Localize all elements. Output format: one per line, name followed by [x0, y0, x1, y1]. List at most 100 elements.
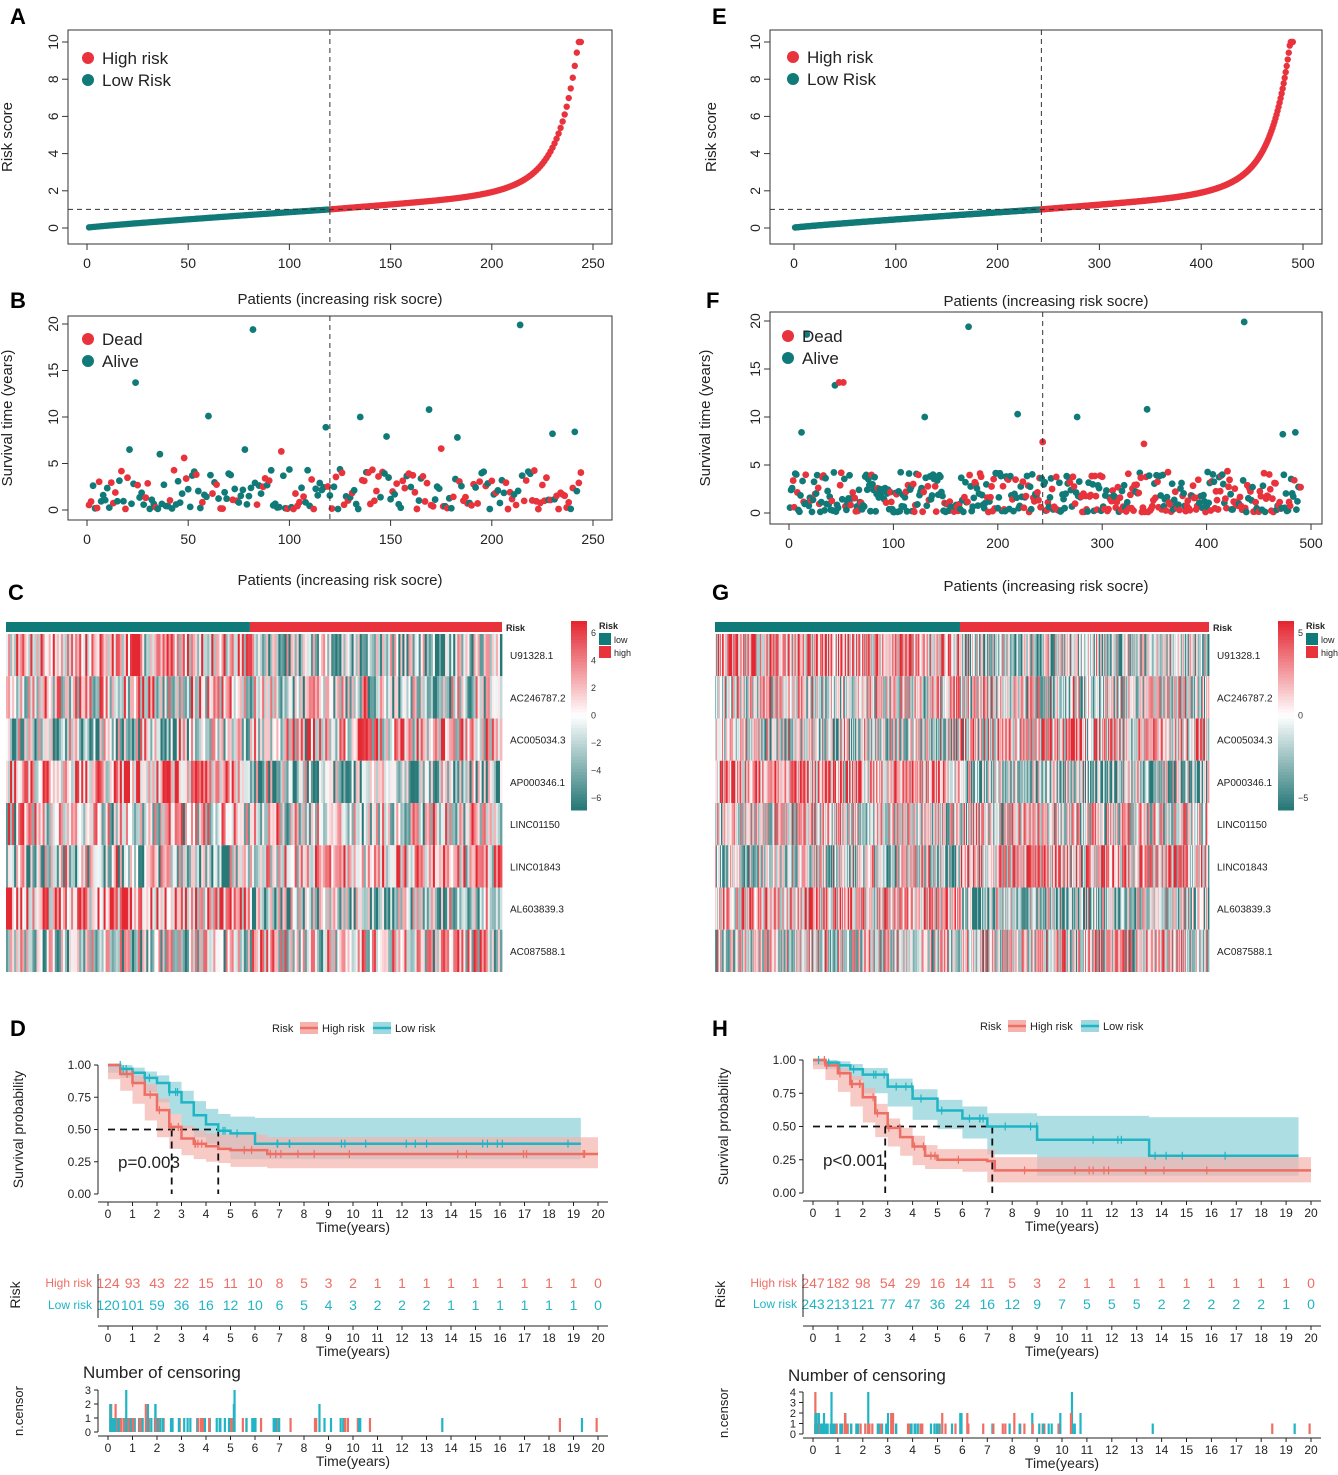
heatmap-row	[715, 718, 1210, 761]
y-axis-title: Risk score	[0, 102, 16, 172]
alive-point	[203, 493, 210, 501]
dead-point	[575, 479, 583, 487]
dead-point	[1221, 495, 1229, 503]
alive-point	[480, 468, 488, 476]
dead-point	[198, 498, 206, 506]
gene-label: U91328.1	[1217, 651, 1261, 662]
alive-point	[154, 505, 162, 513]
dead-point	[1272, 479, 1279, 487]
alive-point	[1120, 481, 1128, 489]
dead-point	[308, 476, 316, 483]
alive-point	[383, 433, 390, 440]
high-risk-point	[567, 85, 574, 92]
high-risk-point	[1281, 74, 1288, 82]
gene-label: LINC01150	[510, 820, 560, 831]
color-scale-step	[571, 731, 587, 735]
alive-point	[1282, 490, 1290, 497]
dead-point	[909, 480, 917, 488]
color-scale-tick: −4	[591, 766, 601, 776]
alive-point	[1075, 478, 1083, 485]
color-scale-step	[571, 769, 587, 773]
alive-point	[788, 484, 796, 492]
panel-label-B: B	[10, 288, 26, 313]
x-tick-label: 250	[581, 531, 605, 547]
alive-point	[156, 450, 164, 458]
x-tick-label: 100	[882, 535, 906, 551]
gene-label: AP000346.1	[510, 778, 565, 789]
alive-point	[914, 500, 921, 508]
heatmap-row	[715, 676, 1210, 719]
y-tick-label: 10	[45, 409, 61, 425]
dead-point	[368, 466, 376, 474]
dead-point	[182, 475, 190, 482]
y-tick-label: 5	[747, 461, 763, 469]
dead-point	[1194, 476, 1202, 484]
heatmap-cell	[499, 887, 503, 930]
alive-point	[356, 413, 364, 421]
color-scale-step	[571, 649, 587, 653]
dead-point	[565, 498, 573, 506]
dead-point	[1224, 467, 1231, 475]
dead-point	[122, 505, 129, 513]
alive-point	[808, 508, 816, 516]
high-risk-point	[1283, 62, 1290, 70]
gene-label: AL603839.3	[510, 905, 564, 916]
color-scale-step	[571, 702, 587, 707]
alive-point	[178, 490, 186, 498]
dead-point	[93, 504, 101, 512]
dead-point	[1148, 502, 1156, 510]
dead-point	[1048, 485, 1056, 493]
dead-point	[429, 502, 437, 510]
dead-point	[1189, 482, 1197, 490]
plot-frame	[769, 29, 1323, 245]
alive-point	[132, 379, 139, 386]
dead-point	[1154, 478, 1161, 486]
alive-point	[316, 479, 324, 487]
risk-annotation-high	[249, 622, 502, 632]
dead-point	[1130, 507, 1137, 515]
y-tick-label: 10	[747, 34, 763, 50]
dead-point	[213, 481, 220, 489]
x-axis-title: Patients (increasing risk socre)	[237, 291, 442, 308]
dead-point	[887, 498, 895, 506]
dead-point	[300, 493, 307, 501]
panel-label-D: D	[10, 1016, 26, 1041]
alive-point	[792, 471, 800, 478]
alive-point	[140, 501, 148, 509]
dead-point	[437, 445, 445, 453]
alive-point	[128, 500, 135, 508]
annotation-risk-label: Risk	[1213, 623, 1233, 633]
heatmap-cell	[499, 760, 503, 803]
color-scale-step	[571, 800, 587, 805]
color-scale-step	[571, 791, 587, 795]
alive-point	[1280, 471, 1288, 479]
dead-point	[924, 482, 932, 490]
alive-point	[1046, 494, 1054, 501]
alive-point	[126, 446, 133, 453]
dead-point	[1116, 494, 1124, 502]
y-tick-label: 8	[45, 75, 61, 83]
alive-point	[184, 485, 192, 493]
dead-point	[375, 473, 382, 480]
dead-point	[1012, 476, 1019, 484]
alive-point	[1145, 472, 1153, 479]
plot-frame	[67, 29, 613, 245]
dead-point	[919, 508, 927, 516]
alive-point	[115, 477, 123, 485]
dead-point	[474, 500, 482, 507]
alive-point	[830, 469, 838, 476]
alive-point	[267, 466, 275, 474]
alive-point	[549, 430, 556, 438]
alive-point	[1061, 504, 1069, 512]
heatmap-row	[6, 887, 503, 930]
dead-point	[393, 480, 401, 487]
alive-point	[146, 505, 154, 513]
alive-point	[797, 492, 804, 499]
alive-point	[350, 486, 358, 494]
alive-point	[905, 470, 913, 477]
y-tick-label: 4	[747, 149, 763, 157]
alive-point	[160, 481, 168, 489]
alive-point	[186, 503, 194, 511]
alive-point	[326, 492, 334, 499]
